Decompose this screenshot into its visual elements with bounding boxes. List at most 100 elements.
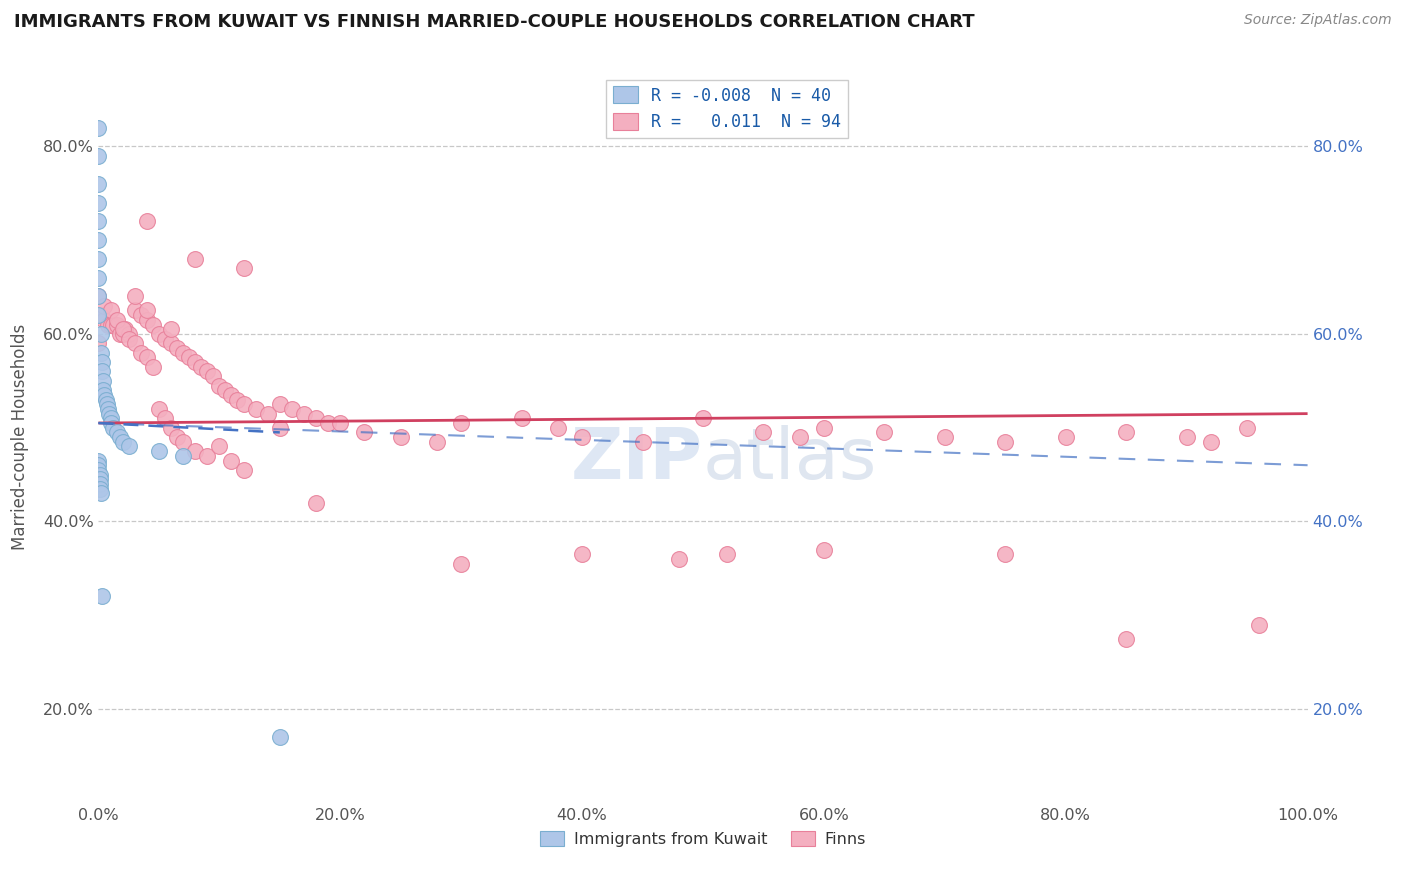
Point	[232, 397, 254, 411]
Point	[221, 453, 243, 467]
Point	[111, 434, 134, 449]
Text: ZIP: ZIP	[571, 425, 703, 493]
Point	[124, 336, 146, 351]
Point	[148, 444, 170, 458]
Point	[93, 313, 115, 327]
Point	[148, 401, 170, 416]
Point	[93, 388, 115, 402]
Point	[994, 547, 1017, 561]
Point	[184, 444, 207, 458]
Point	[114, 322, 136, 336]
Point	[129, 345, 152, 359]
Point	[91, 355, 114, 369]
Point	[87, 149, 110, 163]
Point	[195, 364, 218, 378]
Point	[108, 430, 131, 444]
Point	[100, 416, 122, 430]
Point	[166, 430, 188, 444]
Point	[135, 313, 157, 327]
Point	[631, 434, 654, 449]
Point	[100, 303, 122, 318]
Point	[90, 308, 112, 322]
Text: Source: ZipAtlas.com: Source: ZipAtlas.com	[1244, 13, 1392, 28]
Point	[450, 416, 472, 430]
Point	[97, 318, 120, 332]
Point	[426, 434, 449, 449]
Point	[87, 308, 110, 322]
Point	[94, 392, 117, 407]
Point	[214, 383, 236, 397]
Point	[89, 477, 111, 491]
Point	[195, 449, 218, 463]
Point	[87, 233, 110, 247]
Point	[389, 430, 412, 444]
Y-axis label: Married-couple Households: Married-couple Households	[11, 324, 28, 550]
Point	[256, 407, 278, 421]
Point	[232, 261, 254, 276]
Point	[105, 425, 128, 440]
Point	[153, 411, 176, 425]
Point	[510, 411, 533, 425]
Point	[87, 120, 110, 135]
Point	[873, 425, 896, 440]
Point	[1199, 434, 1222, 449]
Point	[160, 322, 183, 336]
Point	[87, 463, 110, 477]
Point	[90, 345, 112, 359]
Point	[87, 195, 110, 210]
Point	[160, 420, 183, 434]
Point	[105, 318, 128, 332]
Point	[91, 374, 114, 388]
Point	[172, 345, 194, 359]
Point	[232, 463, 254, 477]
Point	[692, 411, 714, 425]
Point	[100, 411, 122, 425]
Point	[90, 326, 112, 341]
Point	[179, 351, 201, 365]
Point	[87, 177, 110, 191]
Point	[89, 467, 111, 482]
Point	[91, 383, 114, 397]
Point	[87, 336, 110, 351]
Text: IMMIGRANTS FROM KUWAIT VS FINNISH MARRIED-COUPLE HOUSEHOLDS CORRELATION CHART: IMMIGRANTS FROM KUWAIT VS FINNISH MARRIE…	[14, 13, 974, 31]
Point	[135, 351, 157, 365]
Point	[91, 590, 114, 604]
Point	[190, 359, 212, 374]
Point	[118, 440, 141, 454]
Point	[142, 318, 165, 332]
Point	[91, 364, 114, 378]
Point	[934, 430, 956, 444]
Point	[87, 270, 110, 285]
Point	[87, 252, 110, 266]
Point	[450, 557, 472, 571]
Point	[245, 401, 267, 416]
Point	[226, 392, 249, 407]
Point	[269, 397, 291, 411]
Point	[752, 425, 775, 440]
Point	[90, 486, 112, 500]
Point	[101, 420, 124, 434]
Point	[129, 308, 152, 322]
Point	[281, 401, 304, 416]
Point	[142, 359, 165, 374]
Point	[111, 322, 134, 336]
Point	[160, 336, 183, 351]
Point	[97, 401, 120, 416]
Point	[87, 289, 110, 303]
Point	[292, 407, 315, 421]
Point	[202, 369, 225, 384]
Point	[221, 388, 243, 402]
Point	[269, 730, 291, 744]
Point	[87, 453, 110, 467]
Point	[118, 326, 141, 341]
Point	[305, 411, 328, 425]
Point	[98, 407, 121, 421]
Point	[135, 303, 157, 318]
Point	[329, 416, 352, 430]
Point	[1249, 617, 1271, 632]
Point	[813, 420, 835, 434]
Point	[166, 341, 188, 355]
Point	[668, 552, 690, 566]
Point	[87, 458, 110, 473]
Point	[547, 420, 569, 434]
